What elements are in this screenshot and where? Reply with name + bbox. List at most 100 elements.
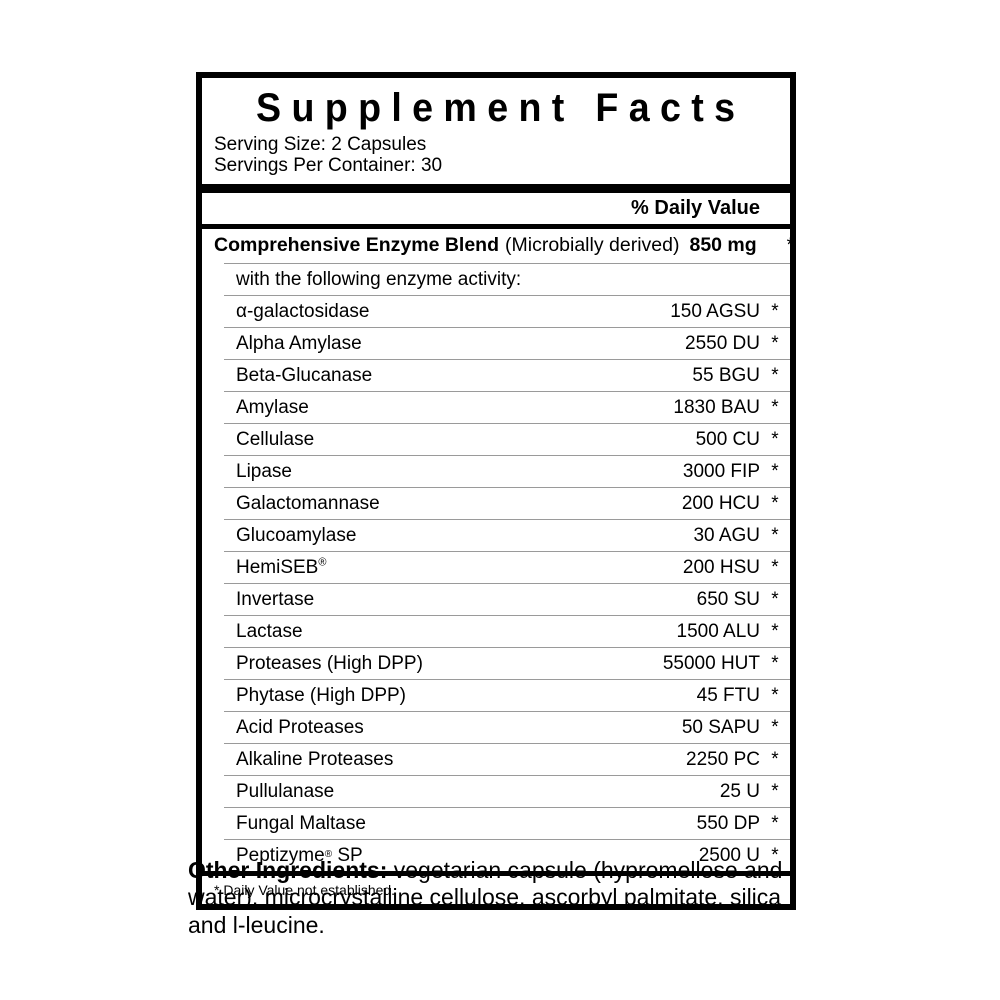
ingredient-name: Lipase	[236, 460, 292, 482]
serving-info: Serving Size: 2 Capsules Servings Per Co…	[202, 134, 790, 182]
divider-medium	[202, 223, 790, 229]
table-row: α-galactosidase 150 AGSU *	[224, 296, 790, 327]
ingredient-name: Alpha Amylase	[236, 332, 362, 354]
row-divider	[224, 774, 790, 776]
row-divider	[224, 678, 790, 680]
ingredient-amount: 50 SAPU	[681, 716, 760, 738]
ingredient-daily-value: *	[771, 524, 779, 546]
ingredient-name: Lactase	[236, 620, 303, 642]
table-row: Alpha Amylase 2550 DU *	[224, 328, 790, 359]
other-ingredients-label: Other Ingredients:	[188, 857, 388, 883]
ingredient-name: Acid Proteases	[236, 716, 364, 738]
row-divider	[224, 518, 790, 520]
enzyme-rows: with the following enzyme activity: α-ga…	[224, 262, 790, 871]
row-divider	[224, 838, 790, 840]
ingredient-name: Proteases (High DPP)	[236, 652, 423, 674]
ingredient-amount: 650 SU	[696, 588, 760, 610]
table-row: Galactomannase 200 HCU *	[224, 488, 790, 519]
supplement-facts-panel: Supplement Facts Serving Size: 2 Capsule…	[196, 72, 796, 910]
row-divider	[224, 582, 790, 584]
divider-medium-bottom	[202, 870, 790, 876]
ingredient-daily-value: *	[771, 492, 779, 514]
row-divider	[224, 710, 790, 712]
ingredient-name: Phytase (High DPP)	[236, 684, 407, 706]
servings-per-container: Servings Per Container: 30	[214, 155, 443, 177]
divider-thick-top	[202, 183, 790, 193]
ingredient-amount: 1830 BAU	[673, 396, 760, 418]
row-divider	[224, 422, 790, 424]
row-divider	[224, 454, 790, 456]
row-divider	[224, 294, 790, 296]
ingredient-daily-value: *	[771, 780, 779, 802]
serving-size: Serving Size: 2 Capsules	[214, 134, 427, 155]
ingredient-name: Galactomannase	[236, 492, 380, 514]
page-title: Supplement Facts	[256, 86, 746, 130]
ingredient-name: Alkaline Proteases	[236, 748, 394, 770]
ingredient-daily-value: *	[771, 812, 779, 834]
blend-daily-value: *	[786, 234, 795, 256]
ingredient-name: Cellulase	[236, 428, 315, 450]
enzyme-activity-subnote: with the following enzyme activity:	[236, 268, 522, 290]
ingredient-name: Amylase	[236, 396, 309, 418]
blend-amount: 850 mg	[689, 233, 757, 256]
table-row: Beta-Glucanase 55 BGU *	[224, 360, 790, 391]
ingredient-amount: 45 FTU	[696, 684, 760, 706]
ingredient-amount: 500 CU	[695, 428, 760, 450]
other-ingredients: Other Ingredients: vegetarian capsule (h…	[188, 857, 813, 939]
row-divider	[224, 614, 790, 616]
ingredient-daily-value: *	[771, 460, 779, 482]
row-divider	[224, 262, 790, 264]
ingredient-amount: 1500 ALU	[676, 620, 760, 642]
ingredient-daily-value: *	[771, 556, 779, 578]
ingredient-amount: 200 HSU	[682, 556, 760, 578]
ingredient-daily-value: *	[771, 588, 779, 610]
ingredient-amount: 55000 HUT	[662, 652, 760, 674]
daily-value-header-row: % Daily Value	[202, 193, 790, 224]
ingredient-name: Beta-Glucanase	[236, 364, 373, 386]
blend-header-row: Comprehensive Enzyme Blend (Microbially …	[202, 229, 794, 263]
ingredient-daily-value: *	[771, 748, 779, 770]
table-row: Amylase 1830 BAU *	[224, 392, 790, 423]
blend-name: Comprehensive Enzyme Blend	[214, 233, 499, 256]
ingredient-name: Pullulanase	[236, 780, 335, 802]
blend-qualifier: (Microbially derived)	[505, 233, 680, 256]
row-divider	[224, 806, 790, 808]
ingredient-name: Invertase	[236, 588, 315, 610]
ingredient-daily-value: *	[771, 300, 779, 322]
table-row: Cellulase 500 CU *	[224, 424, 790, 455]
daily-value-header: % Daily Value	[631, 196, 760, 219]
table-row: Proteases (High DPP) 55000 HUT *	[224, 648, 790, 679]
ingredient-daily-value: *	[771, 844, 779, 866]
ingredient-amount: 25 U	[719, 780, 760, 802]
table-row: Peptizyme® SP 2500 U *	[224, 840, 790, 871]
ingredient-daily-value: *	[771, 652, 779, 674]
registered-trademark-icon: ®	[324, 848, 333, 860]
ingredient-name: HemiSEB®	[236, 556, 327, 578]
table-row: Lipase 3000 FIP *	[224, 456, 790, 487]
ingredient-amount: 200 HCU	[681, 492, 760, 514]
footnote: * Daily Value not established.	[214, 881, 396, 898]
row-divider	[224, 358, 790, 360]
ingredient-daily-value: *	[771, 684, 779, 706]
table-row: Lactase 1500 ALU *	[224, 616, 790, 647]
ingredient-name-tail: SP	[332, 844, 363, 866]
ingredient-amount: 2500 U	[698, 844, 760, 866]
table-row: Invertase 650 SU *	[224, 584, 790, 615]
ingredient-amount: 150 AGSU	[670, 300, 760, 322]
table-row: Alkaline Proteases 2250 PC *	[224, 744, 790, 775]
table-row: Acid Proteases 50 SAPU *	[224, 712, 790, 743]
ingredient-daily-value: *	[771, 716, 779, 738]
ingredient-amount: 2550 DU	[685, 332, 760, 354]
table-row: HemiSEB® 200 HSU *	[224, 552, 790, 583]
ingredient-name: Peptizyme® SP	[236, 844, 363, 866]
row-divider	[224, 550, 790, 552]
row-divider	[224, 646, 790, 648]
row-divider	[224, 486, 790, 488]
table-row: Pullulanase 25 U *	[224, 776, 790, 807]
ingredient-daily-value: *	[771, 396, 779, 418]
table-row: Glucoamylase 30 AGU *	[224, 520, 790, 551]
row-divider	[224, 390, 790, 392]
row-divider	[224, 326, 790, 328]
ingredient-daily-value: *	[771, 428, 779, 450]
ingredient-amount: 55 BGU	[692, 364, 760, 386]
